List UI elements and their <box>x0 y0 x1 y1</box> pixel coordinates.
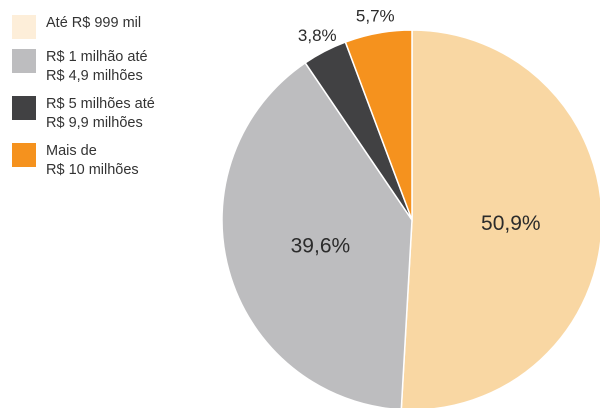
slice-label: 50,9% <box>481 212 541 235</box>
slice-mais-de-10-milhoes <box>344 29 413 221</box>
slice-label: 5,7% <box>356 6 395 25</box>
legend-swatch <box>12 96 36 120</box>
slice-ate-999-mil <box>400 29 600 408</box>
legend-label: R$ 5 milhões até R$ 9,9 milhões <box>46 96 155 131</box>
legend-item-mais-de-10-milhoes: Mais de R$ 10 milhões <box>12 142 212 180</box>
legend-item-ate-999-mil: Até R$ 999 mil <box>12 14 212 39</box>
pie-slices <box>221 29 600 408</box>
legend-swatch <box>12 15 36 39</box>
legend-swatch <box>12 49 36 73</box>
legend-item-5-a-9-9-milhoes: R$ 5 milhões até R$ 9,9 milhões <box>12 95 212 133</box>
slice-label: 3,8% <box>298 26 337 45</box>
slice-label: 39,6% <box>291 234 351 257</box>
legend-label: Até R$ 999 mil <box>46 15 142 31</box>
legend-label: R$ 1 milhão até R$ 4,9 milhões <box>46 49 148 84</box>
legend-item-1-a-4-9-milhoes: R$ 1 milhão até R$ 4,9 milhões <box>12 48 212 86</box>
legend: Até R$ 999 mil R$ 1 milhão até R$ 4,9 mi… <box>12 14 212 189</box>
slice-1-a-4-9-milhoes <box>221 61 413 408</box>
pie-labels: 50,9% 39,6% 3,8% 5,7% <box>291 6 541 257</box>
legend-label: Mais de R$ 10 milhões <box>46 143 139 178</box>
legend-swatch <box>12 143 36 167</box>
